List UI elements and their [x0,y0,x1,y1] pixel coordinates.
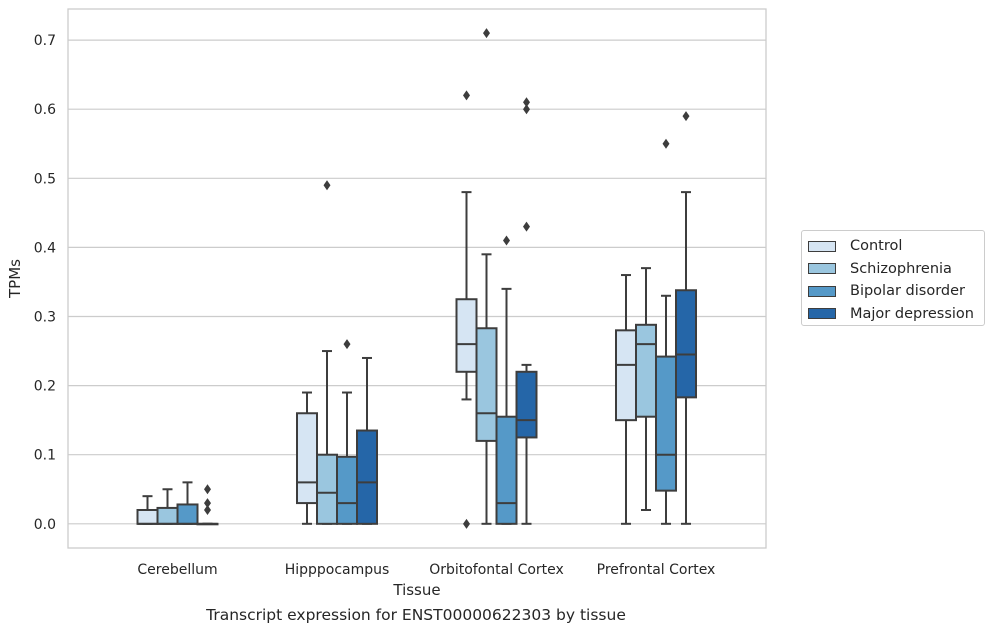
box-body [515,370,538,439]
box-major-depression [356,356,378,525]
x-tick-label: Prefrontal Cortex [597,562,716,578]
outlier-point [523,97,530,108]
box-body [156,506,179,525]
box-major-depression [515,97,538,525]
box-body [475,327,498,442]
box-bipolar-disorder [336,339,358,525]
y-tick-label: 0.2 [34,379,56,395]
outlier-point [204,504,211,515]
outlier-point [204,498,211,509]
box-body [136,508,159,525]
legend-label-control: Control [850,238,903,255]
outlier-point [463,90,470,101]
box-schizophrenia [635,267,657,511]
legend-item-schizophrenia: Schizophrenia [808,258,984,281]
box-schizophrenia [316,180,338,525]
legend-item-major-depression: Major depression [808,303,984,326]
outlier-point [483,28,490,39]
box-control [296,391,318,525]
tick-labels: 0.0 0.1 0.2 0.3 0.4 0.5 0.6 0.7 Cerebellum Hipppo… [34,33,716,578]
box-body [675,289,697,399]
box-body [635,323,657,418]
box-body [495,415,518,525]
plot-frame [67,8,767,549]
box-body [615,329,637,422]
legend-swatch-major-depression [808,308,836,320]
box-bipolar-disorder [176,481,199,525]
x-tick-label: Cerebellum [137,562,217,578]
box-control [455,90,478,529]
legend-item-bipolar-disorder: Bipolar disorder [808,280,984,303]
legend-label-major-depression: Major depression [850,305,974,322]
y-tick-label: 0.1 [34,448,56,464]
outlier-point [682,111,690,122]
box-groups [136,28,697,529]
grid-lines [68,39,766,525]
box-body [356,429,378,525]
box-bipolar-disorder [495,235,518,525]
legend-swatch-bipolar-disorder [808,285,836,297]
y-tick-label: 0.5 [34,171,56,187]
y-axis-label: TPMs [6,259,24,299]
legend-swatch-control [808,240,836,252]
box-body [336,455,358,525]
box-body [296,412,318,505]
box-body [316,453,338,525]
x-tick-label: Hipppocampus [285,562,390,578]
legend: Control Schizophrenia Bipolar disorder M… [801,230,985,326]
box-bipolar-disorder [655,138,677,525]
figure-caption: Transcript expression for ENST0000062230… [206,606,626,624]
outlier-point [323,180,331,191]
y-tick-label: 0.3 [34,310,56,326]
legend-swatch-schizophrenia [808,263,836,275]
y-tick-label: 0.0 [34,517,56,533]
y-tick-label: 0.4 [34,240,56,256]
box-control [136,495,159,525]
y-tick-label: 0.7 [34,33,56,49]
y-tick-label: 0.6 [34,102,56,118]
legend-item-control: Control [808,235,984,258]
outlier-point [463,518,470,529]
x-tick-label: Orbitofontal Cortex [429,562,564,578]
box-control [615,274,637,525]
box-schizophrenia [156,488,179,525]
box-schizophrenia [475,28,498,525]
outlier-point [503,235,510,246]
box-body [655,355,677,492]
legend-label-bipolar-disorder: Bipolar disorder [850,283,965,300]
box-major-depression [675,111,697,525]
x-axis-label: Tissue [392,581,440,599]
box-body [176,503,199,525]
outlier-point [343,339,351,350]
box-body [455,298,478,373]
outlier-point [204,484,211,495]
outlier-point [523,221,530,232]
outlier-point [662,138,670,149]
outlier-point [523,104,530,115]
box-major-depression [196,484,219,526]
legend-label-schizophrenia: Schizophrenia [850,260,952,277]
